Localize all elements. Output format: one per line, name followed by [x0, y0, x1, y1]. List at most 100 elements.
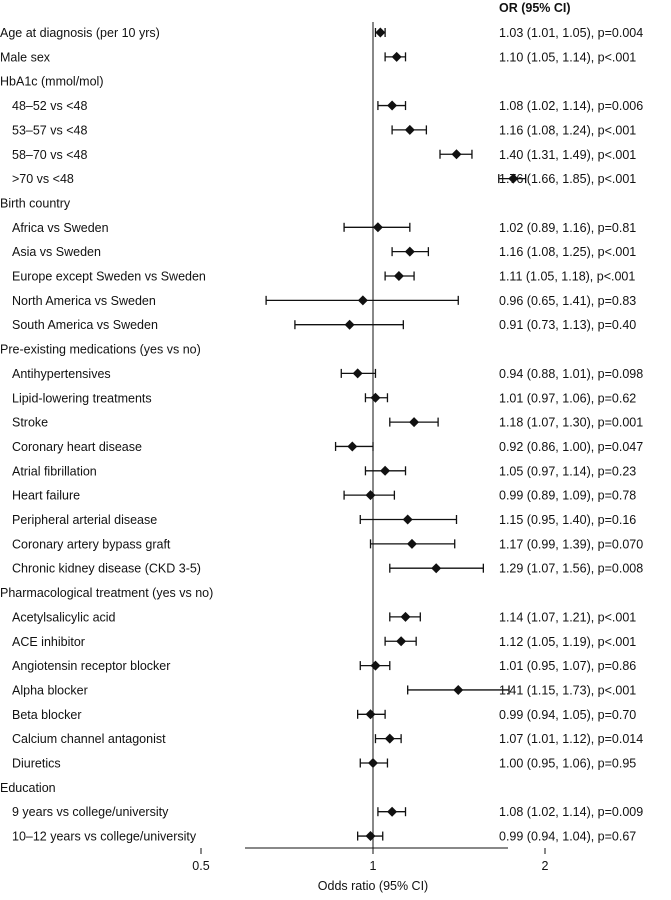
or-value: 1.15 (0.95, 1.40), p=0.16 [499, 513, 636, 527]
forest-row: Stroke 1.18 (1.07, 1.30), p=0.001 [12, 416, 643, 430]
or-value: 1.40 (1.31, 1.49), p<.001 [499, 148, 636, 162]
row-label: South America vs Sweden [12, 318, 158, 332]
forest-row: Beta blocker 0.99 (0.94, 1.05), p=0.70 [12, 708, 636, 722]
or-value: 1.00 (0.95, 1.06), p=0.95 [499, 757, 636, 771]
forest-row: North America vs Sweden 0.96 (0.65, 1.41)… [12, 294, 636, 308]
row-label: Atrial fibrillation [12, 464, 97, 478]
or-value: 1.18 (1.07, 1.30), p=0.001 [499, 416, 643, 430]
forest-row: Chronic kidney disease (CKD 3-5) 1.29 (1.… [12, 562, 643, 576]
forest-row: Acetylsalicylic acid 1.14 (1.07, 1.21), p… [12, 610, 636, 624]
point-estimate-marker [384, 733, 395, 744]
row-label: Calcium channel antagonist [12, 732, 166, 746]
row-label: HbA1c (mmol/mol) [0, 75, 104, 89]
row-label: Pre-existing medications (yes vs no) [0, 343, 201, 357]
or-value: 1.10 (1.05, 1.14), p<.001 [499, 50, 636, 64]
forest-row: Atrial fibrillation 1.05 (0.97, 1.14), p=… [12, 464, 636, 478]
x-tick-label: 0.5 [192, 859, 209, 873]
row-label: Coronary artery bypass graft [12, 537, 171, 551]
row-label: Education [0, 781, 56, 795]
x-axis-label: Odds ratio (95% CI) [318, 879, 428, 893]
forest-row: Diuretics 1.00 (0.95, 1.06), p=0.95 [12, 757, 636, 771]
forest-row: 48–52 vs <48 1.08 (1.02, 1.14), p=0.006 [12, 99, 643, 113]
point-estimate-marker [370, 660, 381, 671]
point-estimate-marker [451, 149, 462, 160]
point-estimate-marker [347, 441, 358, 452]
forest-row: Pharmacological treatment (yes vs no) [0, 586, 213, 600]
forest-row: 53–57 vs <48 1.16 (1.08, 1.24), p<.001 [12, 123, 636, 137]
forest-row: Angiotensin receptor blocker 1.01 (0.95, … [12, 659, 636, 673]
or-value: 1.02 (0.89, 1.16), p=0.81 [499, 221, 636, 235]
row-label: Male sex [0, 50, 51, 64]
point-estimate-marker [391, 51, 402, 62]
row-label: Pharmacological treatment (yes vs no) [0, 586, 213, 600]
row-label: ACE inhibitor [12, 635, 85, 649]
or-value: 0.99 (0.94, 1.05), p=0.70 [499, 708, 636, 722]
row-label: 10–12 years vs college/university [12, 830, 197, 844]
point-estimate-marker [393, 271, 404, 281]
row-label: Angiotensin receptor blocker [12, 659, 170, 673]
or-value: 0.99 (0.94, 1.04), p=0.67 [499, 830, 636, 844]
or-value: 1.03 (1.01, 1.05), p=0.004 [499, 26, 643, 40]
x-axis-ticks: 0.5 1 2 [192, 848, 549, 873]
forest-row: Asia vs Sweden 1.16 (1.08, 1.25), p<.001 [12, 245, 636, 259]
point-estimate-marker [368, 758, 378, 768]
forest-row: HbA1c (mmol/mol) [0, 75, 104, 89]
row-label: 9 years vs college/university [12, 805, 169, 819]
or-value: 1.76 (1.66, 1.85), p<.001 [499, 172, 636, 186]
forest-row: 10–12 years vs college/university 0.99 (0… [12, 830, 636, 844]
forest-row: Calcium channel antagonist 1.07 (1.01, 1.… [12, 732, 643, 746]
point-estimate-marker [352, 368, 363, 379]
row-label: North America vs Sweden [12, 294, 156, 308]
row-label: Heart failure [12, 489, 80, 503]
forest-row: Pre-existing medications (yes vs no) [0, 343, 201, 357]
or-value: 1.41 (1.15, 1.73), p<.001 [499, 683, 636, 697]
point-estimate-marker [453, 684, 464, 695]
or-value: 1.17 (0.99, 1.39), p=0.070 [499, 537, 643, 551]
point-estimate-marker [357, 295, 368, 306]
forest-row: 9 years vs college/university 1.08 (1.02,… [12, 805, 643, 819]
forest-row: Heart failure 0.99 (0.89, 1.09), p=0.78 [12, 489, 636, 503]
row-label: >70 vs <48 [12, 172, 74, 186]
or-value: 1.08 (1.02, 1.14), p=0.006 [499, 99, 643, 113]
or-value: 1.14 (1.07, 1.21), p<.001 [499, 610, 636, 624]
forest-row: >70 vs <48 1.76 (1.66, 1.85), p<.001 [12, 172, 636, 186]
row-label: 53–57 vs <48 [12, 123, 87, 137]
or-value: 0.91 (0.73, 1.13), p=0.40 [499, 318, 636, 332]
row-label: Stroke [12, 416, 48, 430]
row-label: Diuretics [12, 757, 61, 771]
forest-row: ACE inhibitor 1.12 (1.05, 1.19), p<.001 [12, 635, 636, 649]
forest-rows: Age at diagnosis (per 10 yrs) 1.03 (1.01,… [0, 26, 643, 844]
row-label: Acetylsalicylic acid [12, 610, 116, 624]
x-tick-label: 2 [542, 859, 549, 873]
row-label: Lipid-lowering treatments [12, 391, 152, 405]
or-value: 0.96 (0.65, 1.41), p=0.83 [499, 294, 636, 308]
point-estimate-marker [409, 417, 420, 428]
forest-row: Education [0, 781, 56, 795]
point-estimate-marker [365, 490, 376, 501]
or-value: 1.01 (0.95, 1.07), p=0.86 [499, 659, 636, 673]
or-value: 1.08 (1.02, 1.14), p=0.009 [499, 805, 643, 819]
point-estimate-marker [406, 538, 417, 549]
or-value: 1.07 (1.01, 1.12), p=0.014 [499, 732, 643, 746]
x-tick-label: 1 [370, 859, 377, 873]
row-label: Asia vs Sweden [12, 245, 101, 259]
point-estimate-marker [387, 100, 398, 111]
forest-row: Peripheral arterial disease 1.15 (0.95, 1… [12, 513, 636, 527]
point-estimate-marker [431, 563, 442, 574]
point-estimate-marker [404, 124, 415, 135]
forest-row: Coronary artery bypass graft 1.17 (0.99, … [12, 537, 643, 551]
or-value: 0.94 (0.88, 1.01), p=0.098 [499, 367, 643, 381]
row-label: Beta blocker [12, 708, 81, 722]
forest-row: Africa vs Sweden 1.02 (0.89, 1.16), p=0.8… [12, 221, 636, 235]
point-estimate-marker [404, 246, 415, 257]
column-header: OR (95% CI) [499, 1, 571, 15]
forest-row: Birth country [0, 196, 71, 210]
row-label: Europe except Sweden vs Sweden [12, 270, 206, 284]
row-label: Africa vs Sweden [12, 221, 109, 235]
forest-row: Age at diagnosis (per 10 yrs) 1.03 (1.01,… [0, 26, 643, 40]
forest-row: Europe except Sweden vs Sweden 1.11 (1.05… [12, 270, 635, 284]
point-estimate-marker [365, 831, 376, 842]
forest-row: Lipid-lowering treatments 1.01 (0.97, 1.0… [12, 391, 636, 405]
point-estimate-marker [508, 173, 519, 184]
